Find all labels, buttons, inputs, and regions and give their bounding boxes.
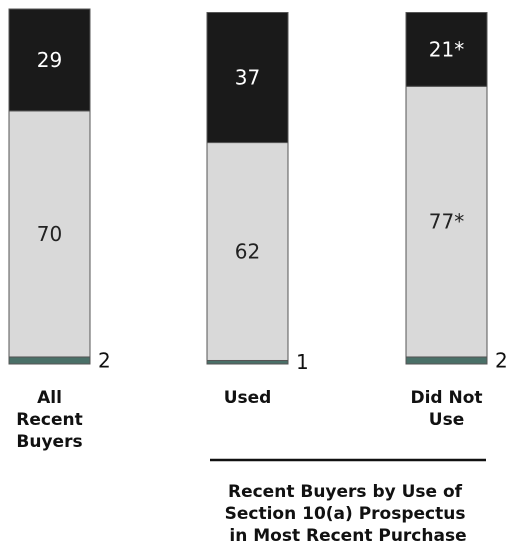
- bar-segment-2-2: [405, 12, 488, 87]
- category-label-0-line-0: All: [37, 388, 62, 408]
- category-labels: All Recent Buyers Used Did Not Use: [16, 388, 482, 452]
- bar-value-label-2-0: 2: [495, 348, 507, 372]
- bar-segment-0-0: [8, 356, 91, 365]
- bar-value-label-0-0: 2: [98, 348, 111, 372]
- category-label-2: Did Not Use: [410, 388, 482, 430]
- category-label-0: All Recent Buyers: [16, 388, 82, 452]
- category-label-2-line-1: Use: [429, 410, 464, 430]
- bar-value-label-1-0: 1: [296, 350, 309, 374]
- bars-layer: 2 70 29 1 62 37 2 77* 21*: [8, 8, 507, 374]
- bar-segment-1-0: [206, 359, 289, 365]
- bar-value-label-1-1: 62: [235, 240, 260, 264]
- category-label-0-line-2: Buyers: [16, 432, 82, 452]
- group-title-line-2: Section 10(a) Prospectus: [225, 504, 466, 524]
- bar-segment-2-0: [405, 356, 488, 365]
- bar-value-label-2-1: 77*: [429, 210, 464, 234]
- bar-value-label-1-2: 37: [235, 66, 260, 90]
- category-label-0-line-1: Recent: [16, 410, 82, 430]
- bar-segment-2-1: [405, 85, 488, 358]
- group-title-line-1: Recent Buyers by Use of: [228, 482, 463, 502]
- bar-segment-0-1: [8, 110, 91, 358]
- category-label-2-line-0: Did Not: [410, 388, 482, 408]
- group-title: Recent Buyers by Use of Section 10(a) Pr…: [225, 482, 472, 546]
- bar-segment-1-2: [206, 12, 289, 144]
- bar-segment-0-2: [8, 8, 91, 112]
- bar-value-label-0-1: 70: [37, 222, 62, 246]
- group-title-line-3: in Most Recent Purchase: [229, 526, 466, 546]
- bar-value-label-0-2: 29: [37, 48, 62, 72]
- category-label-1: Used: [224, 388, 272, 408]
- category-label-1-line-0: Used: [224, 388, 272, 408]
- bar-value-label-2-2: 21*: [429, 37, 464, 61]
